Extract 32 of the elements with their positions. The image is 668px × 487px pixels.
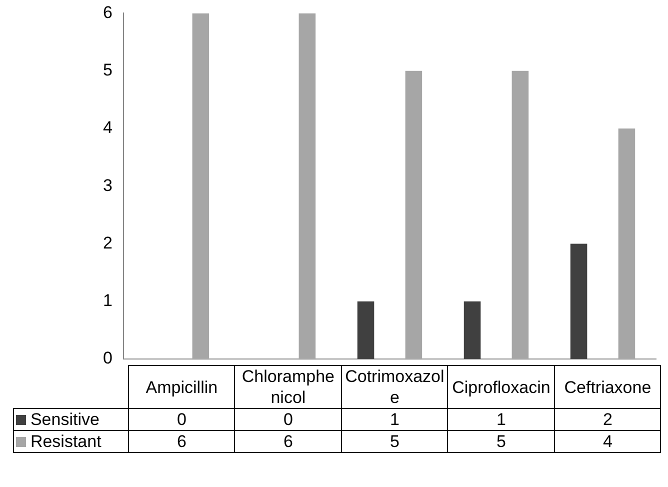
legend-label: Sensitive xyxy=(14,408,128,430)
y-tick-label: 1 xyxy=(102,291,112,310)
data-label: 6 xyxy=(234,430,342,452)
bar xyxy=(618,128,636,359)
data-label: 2 xyxy=(554,408,661,430)
bar xyxy=(405,70,422,359)
x-tick-label: Cotrimoxazole xyxy=(341,366,448,408)
data-label: 6 xyxy=(128,430,235,452)
bar xyxy=(512,70,529,359)
x-tick-label: Chloramphenicol xyxy=(234,366,342,408)
y-tick-label: 0 xyxy=(102,348,112,368)
bar xyxy=(570,244,588,359)
legend-label: Resistant xyxy=(14,430,128,452)
data-label: 1 xyxy=(448,408,554,430)
data-label: 1 xyxy=(341,408,448,430)
data-label: 5 xyxy=(448,430,554,452)
y-tick-label: 4 xyxy=(102,118,112,138)
bar xyxy=(298,13,316,359)
data-label: 0 xyxy=(234,408,342,430)
bar xyxy=(464,301,481,359)
bar xyxy=(357,301,374,359)
bar xyxy=(192,13,210,359)
y-tick-label: 5 xyxy=(102,60,112,80)
y-tick-label: 3 xyxy=(102,176,112,195)
x-tick-label: Ampicillin xyxy=(128,366,235,408)
y-tick-label: 2 xyxy=(102,233,112,252)
data-label: 5 xyxy=(341,430,448,452)
data-label: 4 xyxy=(554,430,661,452)
x-tick-label: Ciprofloxacin xyxy=(448,366,554,408)
data-label: 0 xyxy=(128,408,235,430)
y-tick-label: 6 xyxy=(102,2,112,22)
x-tick-label: Ceftriaxone xyxy=(554,366,661,408)
